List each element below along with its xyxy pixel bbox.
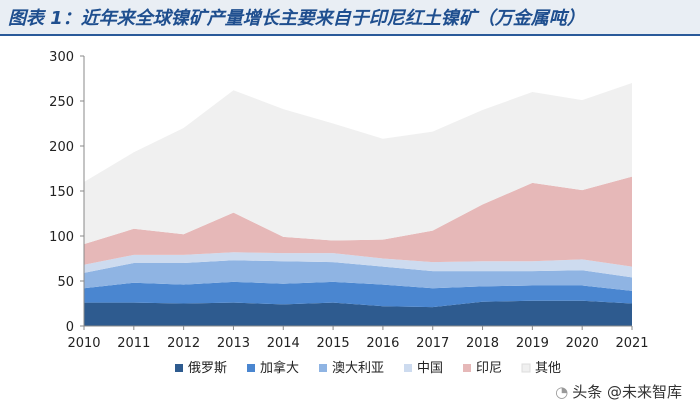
legend-label: 加拿大 <box>260 360 299 376</box>
y-tick-label: 250 <box>49 95 74 110</box>
watermark: ◔ 头条 @未来智库 <box>549 379 688 404</box>
legend-label: 中国 <box>417 361 443 376</box>
x-tick-label: 2010 <box>67 336 100 351</box>
legend-label: 澳大利亚 <box>332 360 384 376</box>
legend-swatch <box>247 364 255 372</box>
legend-label: 印尼 <box>476 361 502 376</box>
y-tick-label: 100 <box>49 230 74 245</box>
legend-swatch <box>319 364 327 372</box>
x-tick-label: 2016 <box>366 336 399 351</box>
y-tick-label: 0 <box>66 320 74 335</box>
chart-title: 图表 1：近年来全球镍矿产量增长主要来自于印尼红土镍矿（万金属吨） <box>8 8 585 29</box>
title-bar: 图表 1：近年来全球镍矿产量增长主要来自于印尼红土镍矿（万金属吨） <box>0 0 700 36</box>
stacked-area-chart: 0 50 100 150 200 250 300 2010 2011 2012 2013 2014 20… <box>49 50 648 376</box>
y-tick-label: 150 <box>49 185 74 200</box>
area-series-1 <box>84 281 632 308</box>
area-series-5 <box>84 83 632 245</box>
x-tick-label: 2012 <box>167 336 200 351</box>
y-tick-label: 50 <box>57 275 74 290</box>
x-tick-label: 2011 <box>117 336 150 351</box>
x-tick-label: 2015 <box>317 336 350 351</box>
legend-swatch <box>404 364 412 372</box>
area-series-3 <box>84 252 632 278</box>
chat-bubble-icon: ◔ <box>555 383 569 401</box>
legend-swatch <box>463 364 471 372</box>
legend-swatch <box>521 363 531 373</box>
x-tick-label: 2014 <box>267 336 300 351</box>
area-series-4 <box>84 176 632 267</box>
area-series-2 <box>84 260 632 291</box>
y-tick-label: 300 <box>49 50 74 65</box>
y-tick-label: 200 <box>49 140 74 155</box>
watermark-text: 头条 @未来智库 <box>572 383 682 401</box>
area-series-0 <box>84 300 632 326</box>
x-tick-label: 2013 <box>217 336 250 351</box>
legend-swatch <box>175 364 183 372</box>
x-tick-label: 2021 <box>615 336 648 351</box>
x-tick-label: 2017 <box>416 336 449 351</box>
x-tick-label: 2019 <box>516 336 549 351</box>
x-tick-label: 2018 <box>466 336 499 351</box>
legend-label: 俄罗斯 <box>188 361 227 376</box>
x-tick-label: 2020 <box>566 336 599 351</box>
legend-label: 其他 <box>535 361 561 376</box>
